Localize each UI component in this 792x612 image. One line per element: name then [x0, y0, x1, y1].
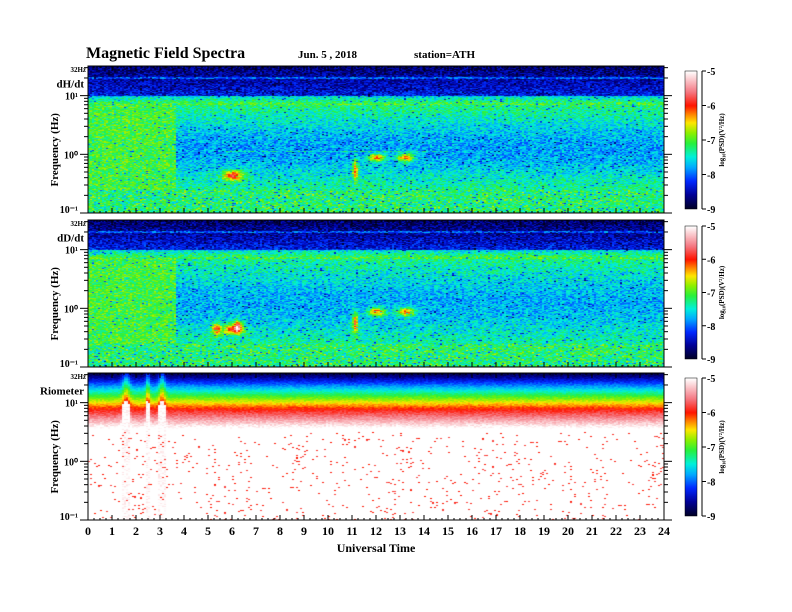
- x-tick-label: 4: [181, 524, 187, 538]
- y-tick-label: 10⁰: [64, 150, 78, 161]
- colorbar-tick-label: -5: [707, 374, 715, 385]
- x-tick-label: 18: [514, 524, 526, 538]
- colorbar-tick-label: -5: [707, 222, 715, 233]
- x-tick-label: 14: [418, 524, 430, 538]
- y-axis-label: Frequency (Hz): [49, 267, 61, 341]
- x-tick-label: 15: [442, 524, 454, 538]
- colorbar-frame: [684, 225, 698, 360]
- x-tick-label: 16: [466, 524, 478, 538]
- y-tick-label: 32Hz: [70, 220, 86, 228]
- x-tick-label: 3: [157, 524, 163, 538]
- y-tick-label: 32Hz: [70, 373, 86, 381]
- spectrogram-dd-dt: [88, 220, 664, 367]
- figure-title: Magnetic Field Spectra: [86, 45, 246, 62]
- y-tick-label: 10⁻¹: [60, 512, 78, 523]
- colorbar-tick-label: -7: [707, 289, 715, 300]
- y-tick-label: 10⁰: [64, 304, 78, 315]
- colorbar-riometer: [685, 378, 697, 516]
- colorbar-tick-label: -5: [707, 67, 715, 78]
- colorbar-dh-dt: [685, 71, 697, 209]
- y-tick-label: 10¹: [65, 399, 78, 410]
- figure-date: Jun. 5 , 2018: [298, 49, 357, 61]
- colorbar-tick-label: -6: [707, 409, 715, 420]
- panel-frame: [87, 372, 665, 521]
- y-tick-label: 32Hz: [70, 66, 86, 74]
- station-label: station=ATH: [414, 49, 476, 61]
- colorbar-label: log₁₀(PSD)(V²/Hz): [718, 265, 726, 319]
- panel-label: dH/dt: [56, 79, 84, 91]
- y-axis-label: Frequency (Hz): [49, 420, 61, 494]
- colorbar-tick-label: -7: [707, 443, 715, 454]
- colorbar-label: log₁₀(PSD)(V²/Hz): [718, 420, 726, 474]
- colorbar-tick-label: -9: [707, 205, 715, 216]
- colorbar-tick-label: -6: [707, 102, 715, 113]
- x-tick-label: 2: [133, 524, 139, 538]
- panel-frame: [87, 219, 665, 368]
- x-tick-label: 8: [277, 524, 283, 538]
- y-tick-label: 10⁻¹: [60, 359, 78, 370]
- y-tick-label: 10⁻¹: [60, 205, 78, 216]
- y-axis-label: Frequency (Hz): [49, 113, 61, 187]
- x-tick-label: 13: [394, 524, 406, 538]
- x-tick-label: 5: [205, 524, 211, 538]
- x-tick-label: 11: [346, 524, 357, 538]
- x-tick-label: 23: [634, 524, 646, 538]
- panel-frame: [87, 65, 665, 214]
- x-tick-label: 24: [658, 524, 670, 538]
- colorbar-tick-label: -9: [707, 512, 715, 523]
- spectrogram-riometer: [88, 373, 664, 520]
- colorbar-tick-label: -7: [707, 136, 715, 147]
- x-tick-label: 9: [301, 524, 307, 538]
- colorbar-frame: [684, 70, 698, 210]
- x-tick-label: 7: [253, 524, 259, 538]
- colorbar-tick-label: -9: [707, 355, 715, 366]
- colorbar-frame: [684, 377, 698, 517]
- colorbar-label: log₁₀(PSD)(V²/Hz): [718, 113, 726, 167]
- x-tick-label: 21: [586, 524, 598, 538]
- x-tick-label: 17: [490, 524, 502, 538]
- x-tick-label: 1: [109, 524, 115, 538]
- y-tick-label: 10¹: [65, 246, 78, 257]
- colorbar-tick-label: -6: [707, 255, 715, 266]
- x-tick-label: 12: [370, 524, 382, 538]
- x-axis-label: Universal Time: [337, 541, 416, 555]
- x-tick-label: 19: [538, 524, 550, 538]
- y-tick-label: 10⁰: [64, 457, 78, 468]
- panel-label: Riometer: [40, 386, 84, 398]
- x-tick-label: 6: [229, 524, 235, 538]
- colorbar-tick-label: -8: [707, 478, 715, 489]
- x-tick-label: 0: [85, 524, 91, 538]
- y-tick-label: 10¹: [65, 92, 78, 103]
- colorbar-tick-label: -8: [707, 322, 715, 333]
- panel-label: dD/dt: [57, 233, 84, 245]
- x-tick-label: 22: [610, 524, 622, 538]
- x-tick-label: 10: [322, 524, 334, 538]
- x-tick-label: 20: [562, 524, 574, 538]
- colorbar-tick-label: -8: [707, 171, 715, 182]
- colorbar-dd-dt: [685, 226, 697, 359]
- spectrogram-dh-dt: [88, 66, 664, 213]
